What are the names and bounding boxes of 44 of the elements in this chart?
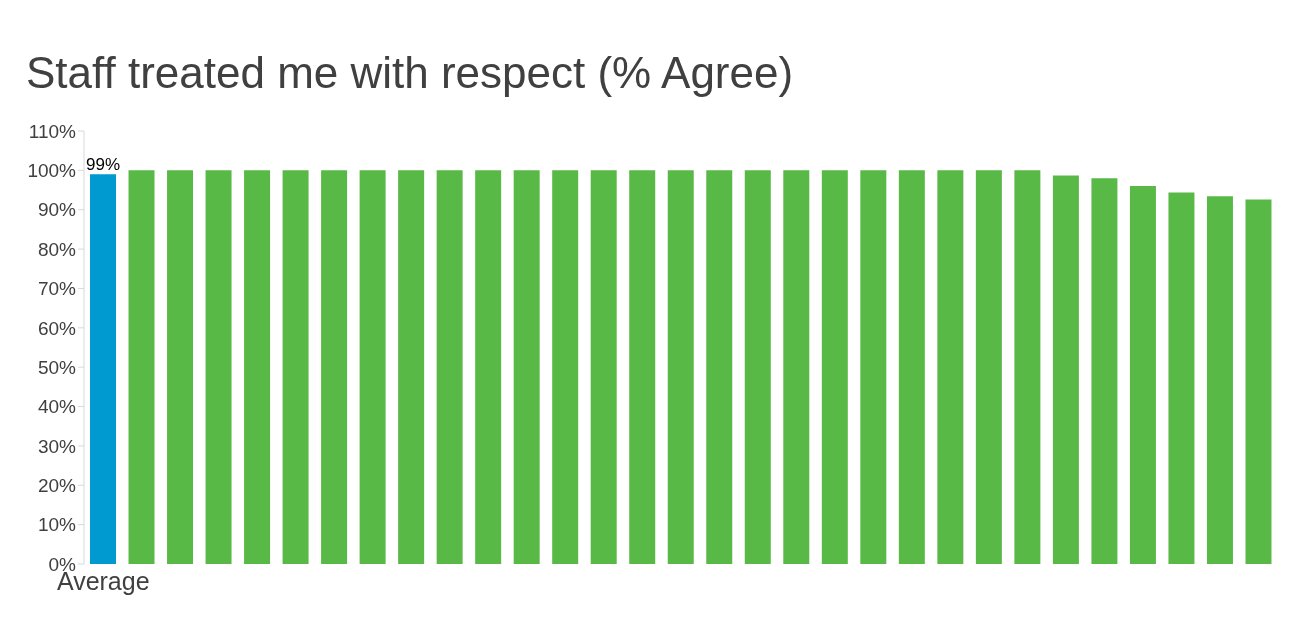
bar: [128, 170, 155, 564]
bar: [590, 170, 617, 564]
bar: [1168, 192, 1195, 564]
chart-title: Staff treated me with respect (% Agree): [26, 48, 794, 98]
bar: [205, 170, 232, 564]
bar: [706, 170, 733, 564]
bar: [282, 170, 309, 564]
bar: [321, 170, 348, 564]
y-tick-label: 10%: [37, 514, 77, 536]
bar: [552, 170, 579, 564]
y-tick-label: 110%: [28, 120, 77, 142]
y-tick-label: 70%: [37, 278, 77, 300]
y-tick-label: 90%: [37, 199, 77, 221]
bar: [398, 170, 425, 564]
bar: [783, 170, 810, 564]
bar: [898, 170, 925, 564]
bar: [359, 170, 386, 564]
y-tick-label: 20%: [37, 475, 77, 497]
y-tick-label: 100%: [27, 160, 77, 182]
bar: [975, 170, 1002, 564]
bar: [436, 170, 463, 564]
y-tick-label: 40%: [37, 396, 77, 418]
data-label: 99%: [85, 155, 121, 175]
y-tick-label: 80%: [37, 238, 77, 260]
bar: [90, 174, 116, 564]
bar: [1052, 175, 1079, 564]
bar: [667, 170, 694, 564]
bar: [1014, 170, 1041, 564]
bar: [1245, 199, 1272, 564]
bar: [937, 170, 964, 564]
bar: [475, 170, 502, 564]
bar: [244, 170, 271, 564]
bar: [629, 170, 656, 564]
bar: [860, 170, 887, 564]
bar: [1129, 186, 1156, 564]
bar: [821, 170, 848, 564]
bar: [744, 170, 771, 564]
y-tick-label: 30%: [37, 435, 77, 457]
y-tick-label: 60%: [37, 317, 77, 339]
bar: [1091, 178, 1118, 564]
bar: [513, 170, 540, 564]
bar: [1206, 196, 1233, 564]
y-tick-label: 50%: [37, 356, 77, 378]
bar: [167, 170, 194, 564]
